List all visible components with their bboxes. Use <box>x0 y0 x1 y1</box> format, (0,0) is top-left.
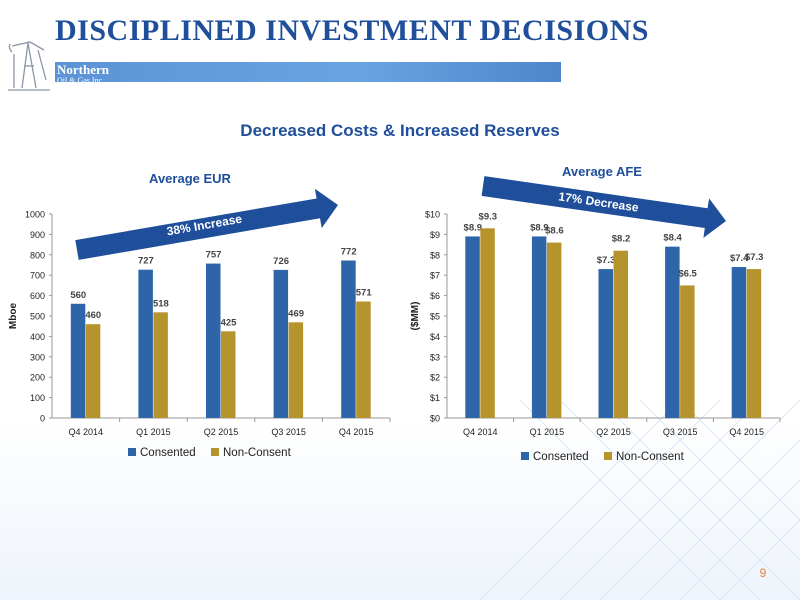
bar-consented <box>598 269 613 418</box>
pumpjack-icon <box>8 41 50 91</box>
x-tick-label: Q3 2015 <box>271 427 306 437</box>
bar-consented <box>665 246 680 418</box>
x-tick-label: Q1 2015 <box>530 427 565 437</box>
y-tick-label: 700 <box>30 271 45 281</box>
data-label: $8.9 <box>530 222 549 233</box>
bar-non-consent <box>746 269 762 418</box>
bar-consented <box>731 267 747 418</box>
x-tick-label: Q4 2014 <box>463 427 498 437</box>
data-label: $8.2 <box>612 234 631 245</box>
y-tick-label: 100 <box>30 393 45 403</box>
y-tick-label: $0 <box>430 414 440 424</box>
y-tick-label: 200 <box>30 373 45 383</box>
bar-non-consent <box>680 285 695 418</box>
slide-subtitle: Decreased Costs & Increased Reserves <box>240 121 560 140</box>
data-label: 518 <box>153 298 169 309</box>
legend-label: Non-Consent <box>616 451 685 463</box>
x-tick-label: Q4 2015 <box>339 427 374 437</box>
y-axis-label: Mboe <box>8 303 19 330</box>
bar-consented <box>341 260 356 418</box>
bar-non-consent <box>356 301 371 418</box>
data-label: $8.9 <box>464 222 483 233</box>
y-tick-label: $8 <box>430 250 440 260</box>
data-label: 772 <box>341 247 357 258</box>
x-tick-label: Q4 2014 <box>69 427 104 437</box>
legend-swatch-non-consent <box>211 448 219 456</box>
bar-non-consent <box>153 312 168 418</box>
chart-title: Average AFE <box>562 164 642 179</box>
y-tick-label: 600 <box>30 291 45 301</box>
data-label: 560 <box>70 290 86 301</box>
y-tick-label: $3 <box>430 352 440 362</box>
data-label: $7.4 <box>730 253 749 264</box>
bar-non-consent <box>221 331 236 418</box>
bar-consented <box>531 236 547 418</box>
bar-non-consent <box>480 228 495 418</box>
data-label: 726 <box>273 256 289 267</box>
y-tick-label: 1000 <box>25 210 45 220</box>
legend-label: Non-Consent <box>223 447 292 459</box>
y-tick-label: 800 <box>30 250 45 260</box>
data-label: 571 <box>356 288 373 299</box>
data-label: $7.3 <box>597 255 616 266</box>
y-tick-label: $7 <box>430 271 440 281</box>
bar-non-consent <box>546 242 562 418</box>
bar-consented <box>273 269 289 418</box>
data-label: 469 <box>288 308 304 319</box>
trend-arrow <box>481 176 726 238</box>
y-tick-label: 300 <box>30 352 45 362</box>
x-tick-label: Q4 2015 <box>729 427 764 437</box>
bar-non-consent <box>85 324 101 418</box>
page-title: DISCIPLINED INVESTMENT DECISIONS <box>55 14 649 47</box>
y-tick-label: 0 <box>40 414 45 424</box>
bar-consented <box>465 236 480 418</box>
legend-swatch-consented <box>521 452 529 460</box>
data-label: $6.5 <box>678 268 697 279</box>
data-label: 460 <box>85 310 101 321</box>
y-axis-label: ($MM) <box>410 302 421 331</box>
bar-non-consent <box>288 322 304 418</box>
legend-swatch-consented <box>128 448 136 456</box>
trend-arrow <box>75 188 339 260</box>
y-tick-label: 900 <box>30 230 45 240</box>
y-tick-label: $9 <box>430 230 440 240</box>
x-tick-label: Q2 2015 <box>596 427 631 437</box>
y-tick-label: $6 <box>430 291 440 301</box>
background-decoration <box>480 400 800 600</box>
bar-consented <box>70 303 86 418</box>
y-tick-label: 500 <box>30 312 45 322</box>
legend-label: Consented <box>140 447 196 459</box>
y-tick-label: $5 <box>430 312 440 322</box>
logo-text-primary: Northern <box>57 62 109 77</box>
data-label: $8.6 <box>545 226 564 237</box>
data-label: 757 <box>206 250 222 261</box>
x-tick-label: Q1 2015 <box>136 427 171 437</box>
logo-text-secondary: Oil & Gas Inc. <box>57 76 105 85</box>
legend-swatch-non-consent <box>604 452 612 460</box>
bar-non-consent <box>613 250 628 418</box>
company-logo: Northern Oil & Gas Inc. <box>6 40 126 98</box>
title-underline-bar <box>55 62 561 82</box>
data-label: $7.3 <box>745 252 764 263</box>
y-tick-label: $4 <box>430 332 440 342</box>
page-number: 9 <box>759 566 767 580</box>
data-label: 727 <box>138 256 154 267</box>
y-tick-label: $10 <box>425 210 440 220</box>
x-tick-label: Q2 2015 <box>204 427 239 437</box>
x-tick-label: Q3 2015 <box>663 427 698 437</box>
bar-consented <box>206 263 221 418</box>
data-label: $9.3 <box>479 211 498 222</box>
data-label: 425 <box>221 317 238 328</box>
y-tick-label: $2 <box>430 373 440 383</box>
legend-label: Consented <box>533 451 589 463</box>
y-tick-label: $1 <box>430 393 440 403</box>
chart-title: Average EUR <box>149 171 231 186</box>
data-label: $8.4 <box>663 233 682 244</box>
bar-consented <box>138 269 153 418</box>
y-tick-label: 400 <box>30 332 45 342</box>
